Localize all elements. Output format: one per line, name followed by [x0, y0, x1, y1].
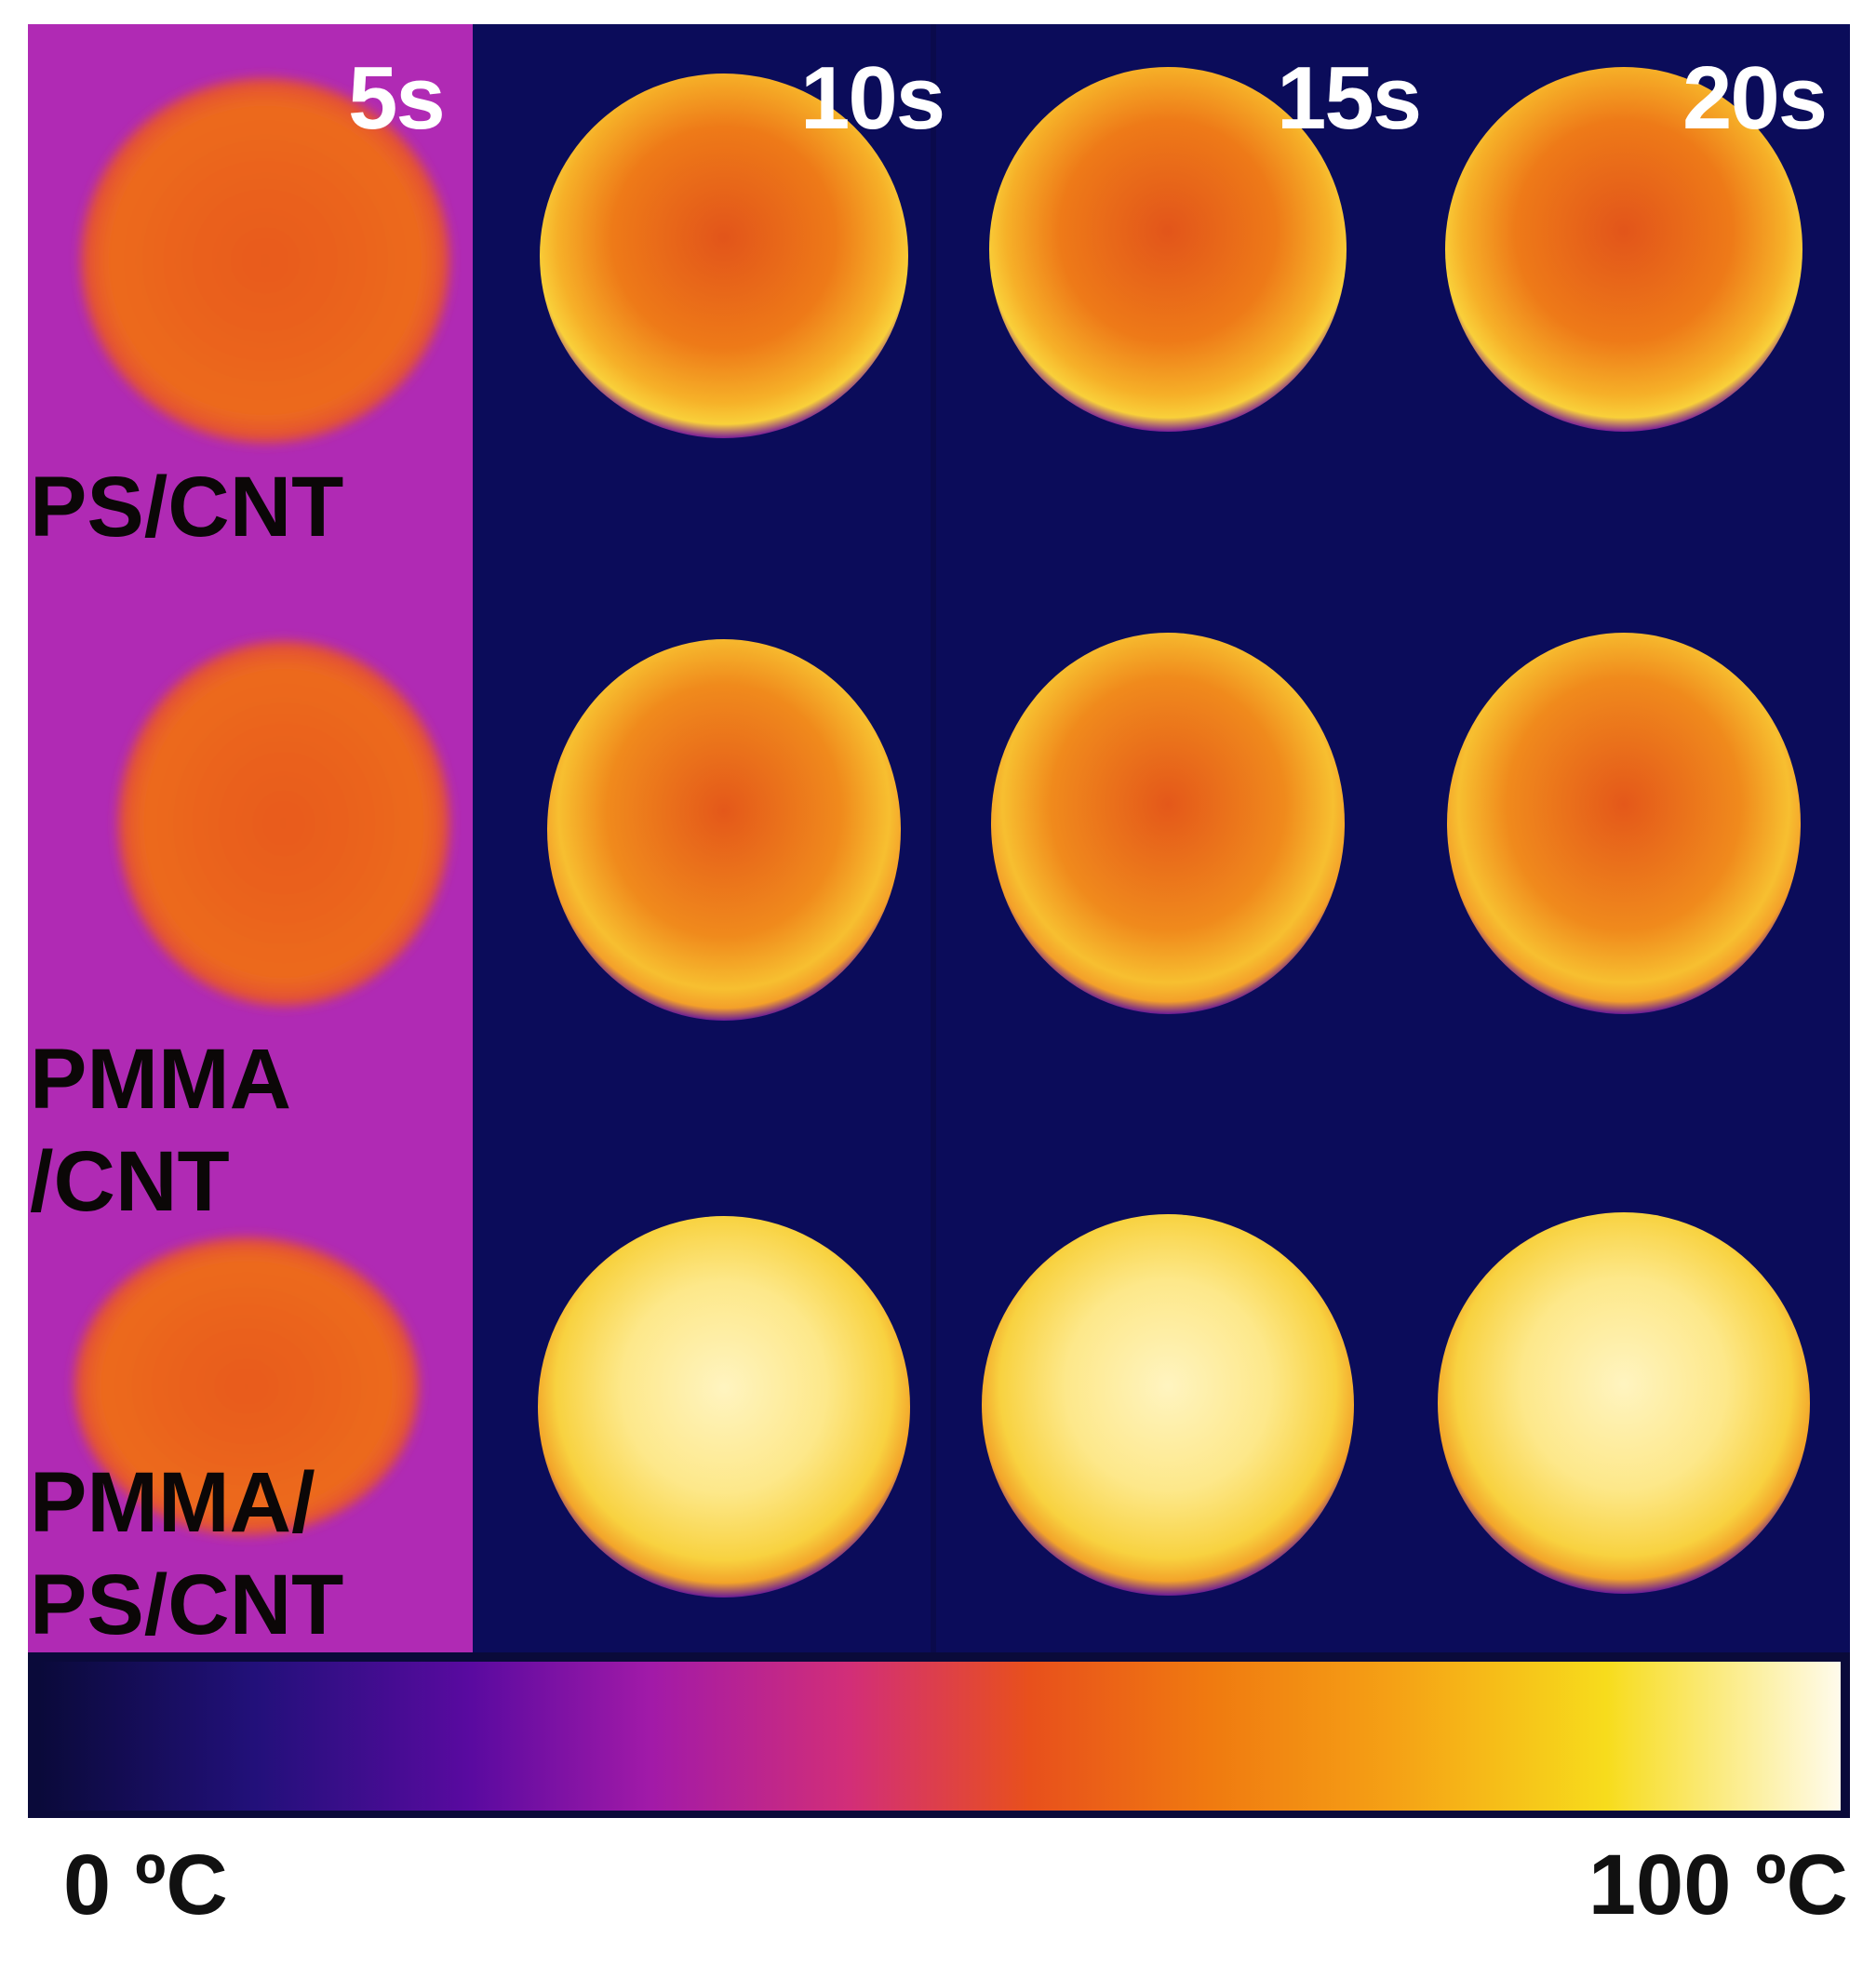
sample-label-ps-cnt-line1: PS/CNT: [30, 460, 344, 555]
sample-label-pmma-ps-cnt: PMMA/ PS/CNT: [30, 1451, 343, 1657]
time-label-15s: 15s: [1277, 48, 1422, 148]
disc-pmma-cnt-15s: [991, 633, 1345, 1014]
time-label-20s: 20s: [1682, 48, 1828, 148]
panel-divider: [931, 24, 936, 1652]
disc-pmma-cnt-10s: [547, 639, 901, 1021]
sample-label-pmma-ps-cnt-line1: PMMA/: [30, 1455, 315, 1550]
disc-pmma-ps-cnt-20s: [1438, 1212, 1810, 1594]
disc-ps-cnt-15s: [989, 67, 1347, 432]
disc-pmma-cnt-20s: [1447, 633, 1801, 1014]
disc-pmma-ps-cnt-5s: [74, 1237, 419, 1535]
colorbar-max-label: 100 ºC: [1588, 1838, 1848, 1932]
sample-label-pmma-cnt: PMMA /CNT: [30, 1028, 291, 1234]
disc-pmma-cnt-5s: [118, 641, 449, 1006]
sample-label-pmma-cnt-line2: /CNT: [30, 1134, 230, 1230]
disc-ps-cnt-20s: [1445, 67, 1802, 432]
disc-pmma-ps-cnt-10s: [538, 1216, 910, 1597]
time-label-5s: 5s: [348, 48, 446, 148]
sample-label-pmma-cnt-line1: PMMA: [30, 1032, 292, 1127]
disc-ps-cnt-10s: [540, 74, 908, 438]
sample-label-pmma-ps-cnt-line2: PS/CNT: [30, 1557, 344, 1653]
sample-label-ps-cnt: PS/CNT: [30, 456, 343, 558]
disc-ps-cnt-5s: [81, 78, 449, 443]
colorbar-gradient: [39, 1662, 1841, 1811]
colorbar-min-label: 0 ºC: [63, 1838, 228, 1932]
time-label-10s: 10s: [800, 48, 945, 148]
disc-pmma-ps-cnt-15s: [982, 1214, 1354, 1596]
